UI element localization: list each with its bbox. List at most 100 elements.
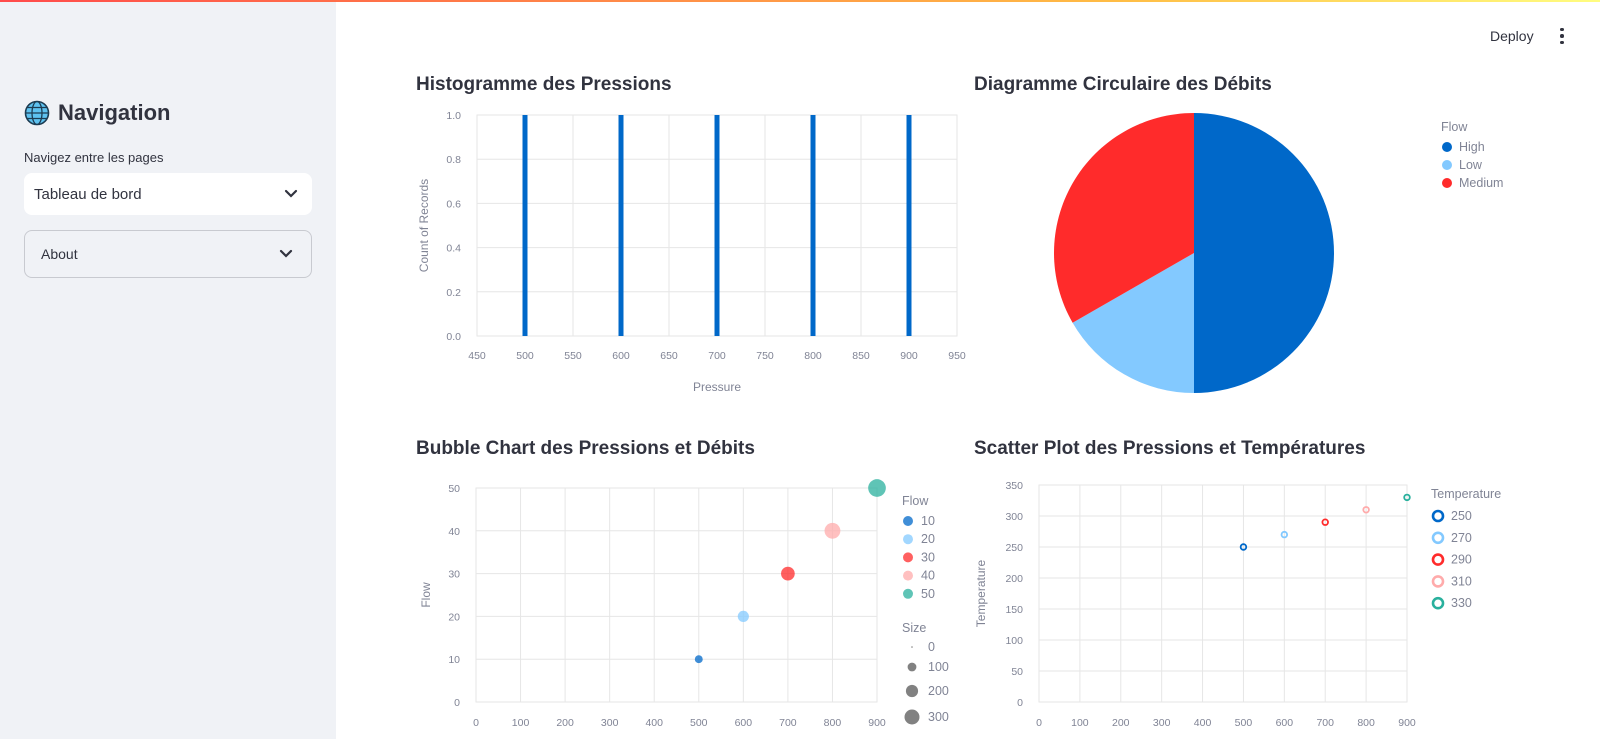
bubble-size-legend-swatch <box>907 662 917 672</box>
page-select[interactable]: Tableau de bord <box>24 173 312 215</box>
bubble-plot-border <box>475 487 878 703</box>
bubble-x-tick-label: 100 <box>512 717 530 729</box>
scatter-y-tick-label: 350 <box>1005 480 1023 492</box>
bubble-legend-label: 50 <box>921 587 935 601</box>
scatter-y-tick-label: 50 <box>1011 666 1023 678</box>
chevron-down-icon <box>284 189 298 198</box>
hist-x-tick-label: 700 <box>708 350 726 362</box>
chevron-down-icon <box>279 249 293 258</box>
bubble-x-tick-label: 0 <box>473 717 479 729</box>
hist-y-tick-label: 0.2 <box>446 287 461 299</box>
bubble-size-legend-swatch <box>904 709 920 725</box>
bubble-y-tick-label: 10 <box>448 654 460 666</box>
hist-x-axis-label: Pressure <box>693 380 741 394</box>
scatter-x-tick-label: 200 <box>1112 717 1130 729</box>
pie-slice-low <box>1072 253 1194 393</box>
hist-x-tick-label: 450 <box>468 350 486 362</box>
bubble-legend-swatch <box>903 534 913 545</box>
scatter-plot-border <box>1038 484 1408 703</box>
scatter-x-tick-label: 900 <box>1398 717 1416 729</box>
hist-y-axis-label: Count of Records <box>417 179 431 272</box>
scatter-x-tick-label: 300 <box>1153 717 1171 729</box>
bubble-x-tick-label: 200 <box>556 717 574 729</box>
about-expander-label: About <box>41 246 78 262</box>
scatter-y-tick-label: 200 <box>1005 573 1023 585</box>
bubble-y-tick-label: 30 <box>448 569 460 581</box>
hist-y-tick-label: 0.8 <box>446 154 461 166</box>
pie-legend-swatch <box>1442 142 1452 152</box>
globe-icon <box>24 100 50 126</box>
bubble-x-tick-label: 300 <box>601 717 619 729</box>
bubble-size-legend-label: 300 <box>928 710 949 724</box>
scatter-legend-swatch <box>1431 553 1445 566</box>
deploy-button[interactable]: Deploy <box>1490 28 1534 44</box>
sidebar-title-text: Navigation <box>58 100 171 125</box>
pie-legend-label: High <box>1459 140 1485 154</box>
scatter-legend-label: 290 <box>1451 553 1472 567</box>
bubble-x-tick-label: 500 <box>690 717 708 729</box>
histogram-bar <box>522 115 528 336</box>
bubble-y-tick-label: 20 <box>448 611 460 623</box>
sidebar: Navigation Navigez entre les pages Table… <box>0 2 336 739</box>
scatter-legend-label: 330 <box>1451 596 1472 610</box>
bubble-legend-label: 20 <box>921 532 935 546</box>
hist-x-tick-label: 900 <box>900 350 918 362</box>
hist-x-tick-label: 500 <box>516 350 534 362</box>
pie-legend-label: Medium <box>1459 176 1503 190</box>
bubble-point <box>694 655 703 664</box>
histogram-bar <box>810 115 816 336</box>
hist-x-tick-label: 800 <box>804 350 822 362</box>
scatter-x-tick-label: 600 <box>1276 717 1294 729</box>
pie-legend-label: Low <box>1459 158 1483 172</box>
scatter-legend-swatch <box>1431 596 1445 610</box>
bubble-legend-swatch <box>903 552 913 563</box>
hist-x-tick-label: 550 <box>564 350 582 362</box>
scatter-y-tick-label: 250 <box>1005 542 1023 554</box>
scatter-x-tick-label: 800 <box>1357 717 1375 729</box>
scatter-x-tick-label: 400 <box>1194 717 1212 729</box>
bubble-legend-label: 40 <box>921 569 935 583</box>
sidebar-title: Navigation <box>24 100 170 126</box>
top-decoration-bar <box>0 0 1600 2</box>
kebab-menu-icon[interactable] <box>1554 26 1570 46</box>
pie-legend-swatch <box>1442 178 1452 188</box>
scatter-legend-swatch <box>1431 509 1445 523</box>
bubble-x-tick-label: 900 <box>868 717 886 729</box>
bubble-y-axis-label: Flow <box>419 582 433 608</box>
bubble-size-legend-title: Size <box>902 621 926 635</box>
scatter-point <box>1280 530 1289 539</box>
scatter-x-tick-label: 100 <box>1071 717 1089 729</box>
bubble-x-tick-label: 400 <box>645 717 663 729</box>
bubble-y-tick-label: 40 <box>448 526 460 538</box>
bubble-point <box>781 566 795 581</box>
bubble-legend-swatch <box>903 516 913 526</box>
scatter-y-axis-label: Temperature <box>974 559 988 627</box>
bubble-size-legend-label: 100 <box>928 660 949 674</box>
bubble-x-tick-label: 600 <box>735 717 753 729</box>
bubble-size-legend-swatch <box>905 684 919 698</box>
scatter-point <box>1403 493 1411 502</box>
pie-legend-title: Flow <box>1441 120 1468 134</box>
hist-y-tick-label: 0.6 <box>446 198 461 210</box>
hist-y-tick-label: 0.0 <box>446 331 461 343</box>
hist-y-tick-label: 0.4 <box>446 243 461 255</box>
scatter-legend-label: 270 <box>1451 531 1472 545</box>
scatter-point <box>1321 518 1329 526</box>
pie-slice-high <box>1194 113 1334 393</box>
hist-x-tick-label: 750 <box>756 350 774 362</box>
bubble-point <box>824 522 841 539</box>
bubble-legend-label: 30 <box>921 550 935 564</box>
page-select-label: Navigez entre les pages <box>24 150 164 165</box>
histogram-bar <box>906 115 912 336</box>
hist-x-tick-label: 650 <box>660 350 678 362</box>
bubble-size-legend-swatch <box>911 646 913 648</box>
bubble-point <box>737 610 749 622</box>
histogram-title: Histogramme des Pressions <box>416 74 672 95</box>
histogram-bar <box>618 115 624 336</box>
about-expander[interactable]: About <box>24 230 312 278</box>
bubble-legend-swatch <box>903 588 913 599</box>
histogram-bar <box>714 115 720 336</box>
bubble-legend-swatch <box>903 570 913 581</box>
pie-slice-medium <box>1053 112 1194 323</box>
